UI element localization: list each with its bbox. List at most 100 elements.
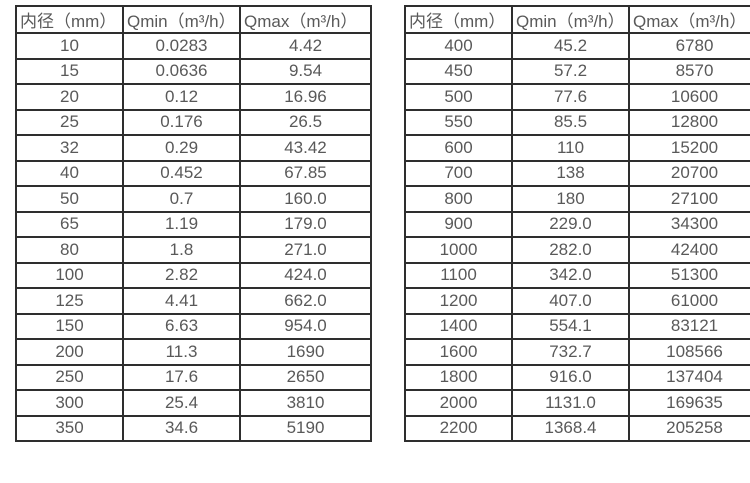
table-cell: 8570: [628, 57, 750, 85]
table-cell: 15: [15, 57, 124, 85]
table-row: 450 57.2 8570: [404, 57, 750, 85]
table-cell: 20700: [628, 159, 750, 187]
table-cell: 34.6: [122, 414, 241, 442]
table-row: 1800 916.0 137404: [404, 363, 750, 391]
column-header: Qmin（m³/h）: [511, 5, 630, 34]
table-cell: 45.2: [511, 32, 630, 60]
table-row: 700 138 20700: [404, 159, 750, 187]
table-cell: 0.12: [122, 83, 241, 111]
table-cell: 0.29: [122, 134, 241, 162]
table-cell: 2200: [404, 414, 513, 442]
table-cell: 179.0: [239, 210, 372, 238]
table-cell: 2.82: [122, 261, 241, 289]
table-cell: 10600: [628, 83, 750, 111]
column-header: Qmax（m³/h）: [239, 5, 372, 34]
table-cell: 43.42: [239, 134, 372, 162]
table-row: 32 0.29 43.42: [15, 134, 372, 162]
table-cell: 500: [404, 83, 513, 111]
table-cell: 77.6: [511, 83, 630, 111]
table-row: 20 0.12 16.96: [15, 83, 372, 111]
table-cell: 400: [404, 32, 513, 60]
table-cell: 100: [15, 261, 124, 289]
table-cell: 1.8: [122, 236, 241, 264]
table-cell: 954.0: [239, 312, 372, 340]
table-cell: 6780: [628, 32, 750, 60]
table-row: 900 229.0 34300: [404, 210, 750, 238]
table-cell: 732.7: [511, 338, 630, 366]
table-cell: 12800: [628, 108, 750, 136]
table-cell: 160.0: [239, 185, 372, 213]
table-cell: 282.0: [511, 236, 630, 264]
table-cell: 32: [15, 134, 124, 162]
table-row: 550 85.5 12800: [404, 108, 750, 136]
table-cell: 0.452: [122, 159, 241, 187]
table-cell: 169635: [628, 389, 750, 417]
table-cell: 1368.4: [511, 414, 630, 442]
table-row: 100 2.82 424.0: [15, 261, 372, 289]
table-row: 2200 1368.4 205258: [404, 414, 750, 442]
table-row: 125 4.41 662.0: [15, 287, 372, 315]
table-cell: 27100: [628, 185, 750, 213]
table-row: 300 25.4 3810: [15, 389, 372, 417]
table-cell: 4.41: [122, 287, 241, 315]
table-cell: 916.0: [511, 363, 630, 391]
table-cell: 350: [15, 414, 124, 442]
table-cell: 80: [15, 236, 124, 264]
table-cell: 662.0: [239, 287, 372, 315]
table-cell: 300: [15, 389, 124, 417]
table-cell: 0.0636: [122, 57, 241, 85]
table-row: 350 34.6 5190: [15, 414, 372, 442]
table-cell: 15200: [628, 134, 750, 162]
table-cell: 200: [15, 338, 124, 366]
table-cell: 10: [15, 32, 124, 60]
table-cell: 0.0283: [122, 32, 241, 60]
table-cell: 2650: [239, 363, 372, 391]
column-header: Qmax（m³/h）: [628, 5, 750, 34]
table-cell: 11.3: [122, 338, 241, 366]
table-row: 500 77.6 10600: [404, 83, 750, 111]
table-cell: 800: [404, 185, 513, 213]
table-cell: 1600: [404, 338, 513, 366]
table-row: 1200 407.0 61000: [404, 287, 750, 315]
table-row: 10 0.0283 4.42: [15, 32, 372, 60]
table-cell: 342.0: [511, 261, 630, 289]
column-header: 内径（mm）: [404, 5, 513, 34]
table-cell: 271.0: [239, 236, 372, 264]
table-cell: 138: [511, 159, 630, 187]
table-row: 15 0.0636 9.54: [15, 57, 372, 85]
table-cell: 40: [15, 159, 124, 187]
table-cell: 407.0: [511, 287, 630, 315]
table-cell: 3810: [239, 389, 372, 417]
table-row: 40 0.452 67.85: [15, 159, 372, 187]
table-cell: 57.2: [511, 57, 630, 85]
table-cell: 554.1: [511, 312, 630, 340]
table-cell: 85.5: [511, 108, 630, 136]
table-row: 50 0.7 160.0: [15, 185, 372, 213]
table-cell: 137404: [628, 363, 750, 391]
table-cell: 424.0: [239, 261, 372, 289]
table-cell: 25.4: [122, 389, 241, 417]
table-cell: 108566: [628, 338, 750, 366]
table-cell: 110: [511, 134, 630, 162]
table-cell: 1200: [404, 287, 513, 315]
table-row: 200 11.3 1690: [15, 338, 372, 366]
table-cell: 16.96: [239, 83, 372, 111]
table-cell: 1131.0: [511, 389, 630, 417]
table-row: 25 0.176 26.5: [15, 108, 372, 136]
table-cell: 150: [15, 312, 124, 340]
table-row: 800 180 27100: [404, 185, 750, 213]
table-cell: 450: [404, 57, 513, 85]
table-cell: 67.85: [239, 159, 372, 187]
flow-spec-tables-container: 内径（mm） Qmin（m³/h） Qmax（m³/h） 10 0.0283 4.42 15…: [15, 5, 750, 442]
table-cell: 6.63: [122, 312, 241, 340]
table-cell: 125: [15, 287, 124, 315]
table-cell: 250: [15, 363, 124, 391]
table-cell: 1.19: [122, 210, 241, 238]
table-cell: 600: [404, 134, 513, 162]
table-cell: 50: [15, 185, 124, 213]
table-cell: 83121: [628, 312, 750, 340]
table-cell: 0.176: [122, 108, 241, 136]
table-cell: 700: [404, 159, 513, 187]
table-cell: 180: [511, 185, 630, 213]
table-cell: 550: [404, 108, 513, 136]
